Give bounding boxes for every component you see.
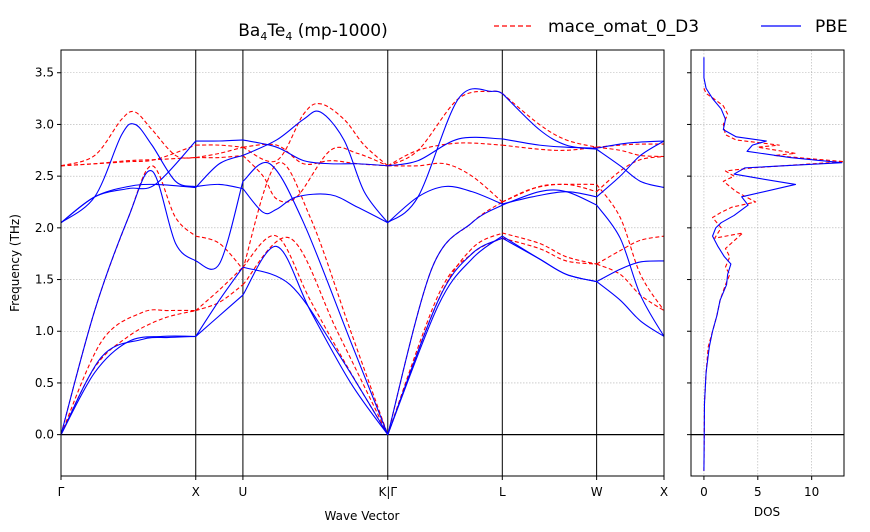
y-axis-label: Frequency (THz) [8,214,22,312]
dos-xtick-label: 5 [754,485,762,499]
pbe-dos-curve [703,57,843,471]
kpoint-label: U [239,485,248,499]
pbe-band-6 [60,136,665,224]
band-ytick-label: 1.5 [35,273,54,287]
chart-title: Ba4Te4 (mp-1000) [238,21,387,43]
kpoint-label: L [499,485,506,499]
pbe-band-4 [60,88,665,224]
mace-band-5 [60,143,665,203]
kpoint-label: X [192,485,200,499]
band-ytick-label: 3.0 [35,117,54,131]
band-ytick-label: 1.0 [35,324,54,338]
legend-label-mace: mace_omat_0_D3 [548,17,699,37]
kpoint-label: W [591,485,603,499]
mace-band-1 [60,232,665,435]
legend-label-pbe: PBE [815,17,848,37]
legend: mace_omat_0_D3 PBE [494,17,848,37]
band-structure-plot: 0.0 0.5 1.0 1.5 2.0 2.5 3.0 3.5 Γ X U K|Γ L W X Wave … [8,49,668,523]
dos-axis-label: DOS [754,505,780,519]
x-axis-label: Wave Vector [325,509,400,523]
band-ytick-label: 0.5 [35,376,54,390]
kpoint-label: K|Γ [378,485,397,499]
band-ytick-label: 0.0 [35,428,54,442]
pbe-band-3 [60,161,665,435]
dos-plot-frame [690,49,845,477]
band-ytick-label: 2.5 [35,169,54,183]
pbe-band-5 [60,110,665,224]
pbe-band-1 [60,237,665,435]
mace-band-3 [60,161,665,435]
dos-xtick-label: 0 [700,485,708,499]
mace-band-6 [60,103,665,167]
kpoint-label: Γ [58,485,65,499]
kpoint-label: X [660,485,668,499]
band-ytick-label: 2.0 [35,221,54,235]
dos-plot: 0 5 10 DOS [687,49,845,519]
mace-band-2 [60,235,665,435]
band-plot-frame [60,49,665,477]
band-ytick-label: 3.5 [35,66,54,80]
pbe-band-2 [60,235,665,435]
dos-xtick-label: 10 [804,485,819,499]
